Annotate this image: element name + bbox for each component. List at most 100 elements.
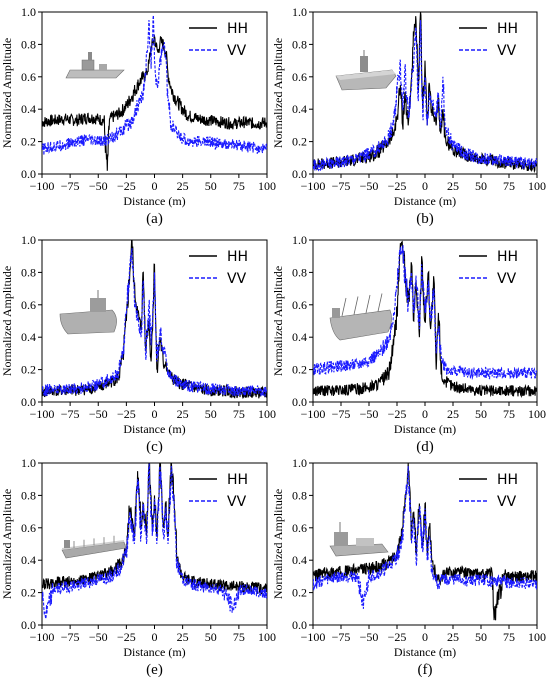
series-line-vv — [42, 15, 267, 156]
x-tick-label: 75 — [503, 407, 515, 421]
legend: HH VV — [189, 21, 248, 59]
legend: HH VV — [459, 472, 518, 510]
x-tick-label: 100 — [258, 407, 276, 421]
y-tick-label: 1.0 — [292, 5, 307, 19]
y-tick-label: 0.0 — [292, 395, 307, 409]
chart-panel: −100 −75 −50 −25 0 25 50 75 100 0.0 0.2 0.4 0.6 0.8 1.… — [271, 456, 546, 678]
y-tick-label: 0.6 — [292, 521, 307, 535]
x-tick-label: 0 — [422, 407, 428, 421]
y-tick-label: 0.0 — [292, 618, 307, 632]
y-axis-label: Normalized Amplitude — [271, 266, 285, 376]
y-tick-label: 0.8 — [21, 265, 36, 279]
series-line-vv — [42, 463, 267, 619]
warship-icon — [65, 52, 125, 79]
series-line-vv — [313, 466, 537, 609]
y-tick-label: 0.0 — [21, 167, 36, 181]
x-tick-label: 100 — [528, 630, 546, 644]
y-tick-label: 0.4 — [292, 553, 307, 567]
panel-caption: (d) — [416, 439, 434, 455]
x-tick-label: −25 — [117, 630, 136, 644]
supply-ship-icon — [329, 522, 389, 557]
cargo-ship-icon — [329, 293, 392, 341]
x-tick-label: −50 — [89, 179, 108, 193]
y-tick-label: 0.8 — [21, 488, 36, 502]
x-tick-label: 0 — [422, 179, 428, 193]
fishing-vessel-icon — [59, 290, 117, 335]
x-tick-label: −75 — [61, 179, 80, 193]
y-tick-label: 0.4 — [21, 553, 36, 567]
legend-label: VV — [497, 43, 517, 59]
y-tick-label: 0.0 — [21, 618, 36, 632]
y-tick-label: 0.2 — [21, 135, 36, 149]
x-tick-label: 25 — [177, 179, 189, 193]
x-tick-label: 75 — [503, 179, 515, 193]
x-axis-label: Distance (m) — [394, 422, 456, 436]
legend: HH VV — [189, 472, 248, 510]
y-tick-label: 0.0 — [292, 167, 307, 181]
y-tick-label: 0.2 — [292, 135, 307, 149]
x-tick-label: 75 — [233, 630, 245, 644]
legend: HH VV — [459, 21, 518, 59]
x-tick-label: 0 — [422, 630, 428, 644]
y-tick-label: 0.8 — [292, 37, 307, 51]
x-tick-label: −50 — [89, 407, 108, 421]
y-tick-label: 0.4 — [21, 330, 36, 344]
x-tick-label: 50 — [475, 407, 487, 421]
x-axis-label: Distance (m) — [123, 645, 185, 659]
y-tick-label: 0.8 — [292, 265, 307, 279]
y-axis-label: Normalized Amplitude — [0, 489, 14, 599]
x-tick-label: 100 — [258, 179, 276, 193]
y-axis-label: Normalized Amplitude — [0, 38, 14, 148]
x-tick-label: 25 — [447, 179, 459, 193]
y-tick-label: 0.2 — [21, 363, 36, 377]
panel-caption: (a) — [146, 211, 163, 227]
x-tick-label: 25 — [177, 407, 189, 421]
x-tick-label: −75 — [332, 630, 351, 644]
series-line-hh — [313, 12, 537, 174]
x-tick-label: −50 — [360, 179, 379, 193]
chart-panel: −100 −75 −50 −25 0 25 50 75 100 0.0 0.2 0.4 0.6 0.8 1.… — [271, 233, 546, 455]
y-tick-label: 1.0 — [292, 456, 307, 470]
y-tick-label: 0.2 — [21, 586, 36, 600]
x-tick-label: 100 — [528, 407, 546, 421]
x-tick-label: −100 — [30, 407, 55, 421]
series-line-vv — [313, 20, 537, 172]
x-tick-label: −75 — [61, 407, 80, 421]
x-tick-label: 50 — [205, 407, 217, 421]
chart-panel: −100 −75 −50 −25 0 25 50 75 100 0.0 0.2 0.4 0.6 0.8 1.… — [271, 5, 546, 227]
x-tick-label: −25 — [388, 407, 407, 421]
y-tick-label: 0.8 — [292, 488, 307, 502]
x-tick-label: −100 — [30, 630, 55, 644]
series-line-vv — [313, 245, 537, 381]
x-tick-label: 50 — [205, 630, 217, 644]
x-tick-label: −50 — [360, 630, 379, 644]
legend-label: VV — [227, 43, 247, 59]
y-axis-label: Normalized Amplitude — [271, 38, 285, 148]
y-tick-label: 0.2 — [292, 586, 307, 600]
x-tick-label: 75 — [233, 179, 245, 193]
x-tick-label: 75 — [233, 407, 245, 421]
x-tick-label: 100 — [258, 630, 276, 644]
y-tick-label: 0.4 — [21, 102, 36, 116]
panel-caption: (e) — [146, 662, 163, 678]
y-tick-label: 0.6 — [21, 70, 36, 84]
y-tick-label: 1.0 — [21, 233, 36, 247]
legend: HH VV — [189, 249, 248, 287]
x-tick-label: 100 — [528, 179, 546, 193]
y-axis-label: Normalized Amplitude — [0, 266, 14, 376]
panel-caption: (c) — [146, 439, 163, 455]
chart-panel: −100 −75 −50 −25 0 25 50 75 100 0.0 0.2 0.4 0.6 0.8 1.… — [0, 456, 276, 678]
x-tick-label: −50 — [360, 407, 379, 421]
aircraft-carrier-icon — [335, 50, 397, 91]
series-line-hh — [313, 463, 537, 621]
y-tick-label: 0.2 — [292, 363, 307, 377]
x-tick-label: −100 — [301, 407, 326, 421]
x-tick-label: −50 — [89, 630, 108, 644]
x-tick-label: −25 — [388, 630, 407, 644]
legend: HH VV — [459, 249, 518, 287]
x-tick-label: −75 — [61, 630, 80, 644]
legend-label: VV — [227, 494, 247, 510]
x-tick-label: −100 — [301, 179, 326, 193]
y-tick-label: 1.0 — [292, 233, 307, 247]
x-tick-label: 50 — [475, 630, 487, 644]
